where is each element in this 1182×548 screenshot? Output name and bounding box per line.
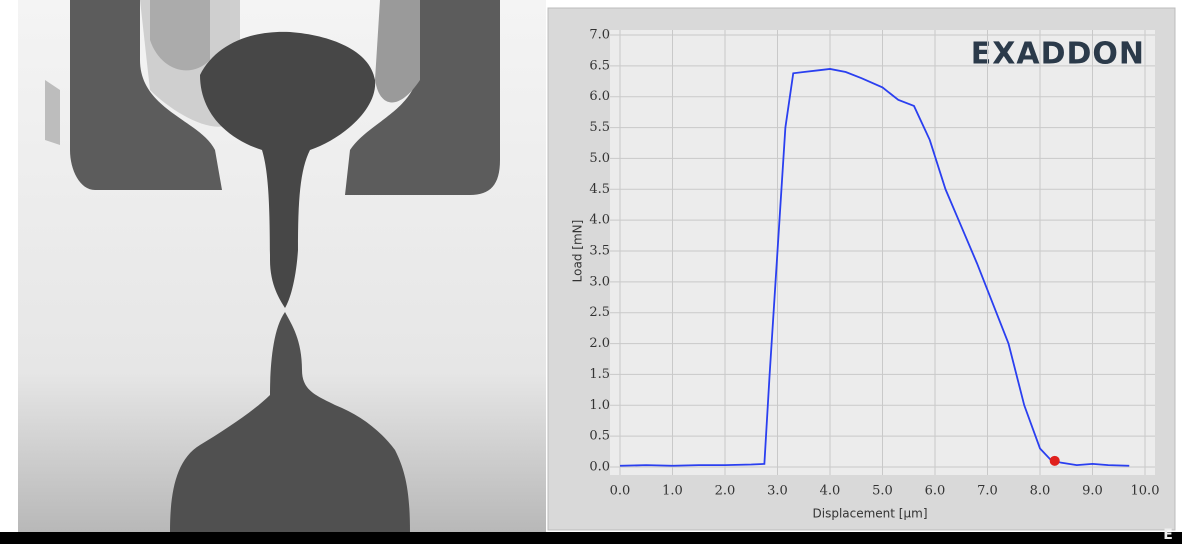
x-axis-label: Displacement [µm] [813,507,928,521]
x-tick-label: 6.0 [925,484,946,499]
y-tick-label: 0.0 [589,460,610,475]
x-tick-label: 5.0 [872,484,893,499]
current-point [1050,456,1060,466]
x-tick-label: 10.0 [1131,484,1160,499]
x-tick-label: 4.0 [820,484,841,499]
y-tick-label: 6.0 [589,89,610,104]
y-tick-label: 4.0 [589,213,610,228]
y-tick-label: 2.0 [589,336,610,351]
y-tick-label: 5.5 [589,120,610,135]
x-tick-label: 1.0 [662,484,683,499]
y-tick-label: 4.5 [589,182,610,197]
x-tick-label: 3.0 [767,484,788,499]
y-tick-label: 6.5 [589,58,610,73]
y-tick-label: 3.0 [589,274,610,289]
x-tick-label: 9.0 [1082,484,1103,499]
y-axis-label: Load [mN] [571,220,585,283]
y-tick-label: 1.0 [589,398,610,413]
x-tick-label: 2.0 [715,484,736,499]
y-tick-label: 2.5 [589,305,610,320]
y-tick-label: 1.5 [589,367,610,382]
chart-panel [548,8,1175,530]
screen: EXADDON E Displacement [µm] Load [mN] 0.… [0,0,1182,544]
x-tick-label: 8.0 [1030,484,1051,499]
x-tick-label: 7.0 [977,484,998,499]
y-tick-label: 5.0 [589,151,610,166]
y-tick-label: 3.5 [589,244,610,259]
y-tick-label: 7.0 [589,28,610,43]
y-tick-label: 0.5 [589,429,610,444]
corner-logo: E [1163,527,1173,543]
x-tick-label: 0.0 [610,484,631,499]
